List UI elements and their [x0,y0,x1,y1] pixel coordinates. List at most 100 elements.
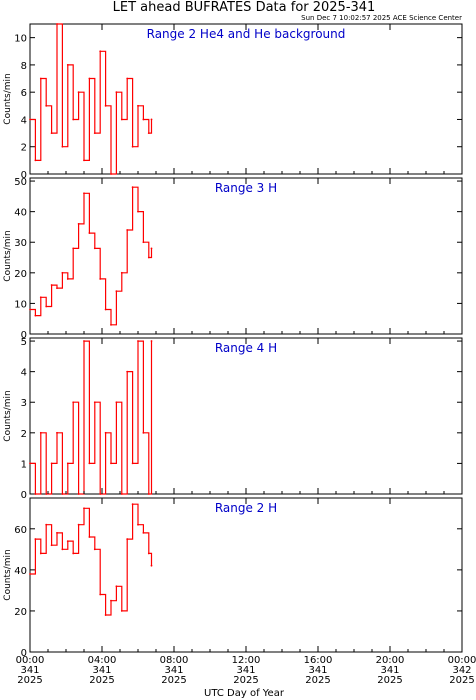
data-point [39,296,42,299]
data-point [72,247,75,250]
data-point [99,593,102,596]
data-point [50,284,53,286]
data-point [56,287,58,290]
data-point [61,493,64,495]
data-point [150,564,153,567]
y-tick-label: 4 [21,368,27,379]
y-tick-label: 30 [14,238,27,249]
x-tick-label: 341 [20,665,39,676]
data-point [88,232,91,234]
data-point [93,132,96,134]
x-tick-label: 342 [452,665,471,676]
x-tick-label: 16:00 [304,655,333,666]
data-point [34,493,37,495]
y-tick-label: 20 [14,607,27,618]
x-tick-label: 12:00 [232,655,261,666]
data-point [61,548,64,551]
panel-2: 0 10 20 30 40 50 Counts/min Range 3 H [3,177,463,341]
plot-frame [29,497,463,653]
data-point [34,314,37,317]
panel-3: 0 1 2 3 4 5 Counts/min Range 4 H [3,337,463,501]
data-point [104,431,107,434]
y-tick-label: 4 [21,115,27,126]
data-point [131,145,134,148]
data-point [93,401,96,404]
data-point [61,271,64,274]
y-tick-label: 10 [14,299,27,310]
data-point [66,64,69,66]
data-point [104,308,107,311]
x-tick-label: 2025 [89,675,114,686]
data-point [99,50,102,53]
data-point [61,145,64,148]
data-point [115,290,118,293]
x-tick-label: 00:00 [16,655,45,666]
data-point [110,599,112,602]
y-tick-label: 40 [14,208,27,219]
data-point [142,118,145,121]
panel-title: Range 2 He4 and He background [147,27,346,41]
data-point [29,308,31,311]
panel-4: 0 20 40 60 Counts/min Range 2 H [3,497,463,659]
y-tick-label: 1 [21,459,27,470]
data-point [110,462,112,465]
data-point [147,493,150,495]
data-point [147,552,150,555]
data-point [110,173,112,175]
data-point [39,552,42,555]
data-point [77,493,80,495]
data-point [150,340,153,342]
y-axis-label: Counts/min [3,390,13,441]
data-point [115,401,118,404]
series-line [30,340,153,495]
data-point [29,462,31,465]
data-point [88,77,91,80]
series-line [30,23,153,175]
data-point [56,23,58,25]
data-point [150,247,153,250]
x-tick-label: 2025 [17,675,42,686]
y-tick-label: 0 [21,330,27,341]
data-point [142,431,145,434]
data-point [131,186,134,189]
data-point [83,159,85,162]
x-tick-label: 00:00 [448,655,476,666]
y-tick-label: 0 [21,648,27,659]
data-point [72,552,75,555]
data-point [93,247,96,250]
data-point [45,523,48,526]
data-point [72,401,75,404]
data-point [120,118,123,121]
data-point [115,585,118,588]
x-tick-label: 20:00 [376,655,405,666]
data-point [83,340,85,342]
y-tick-label: 60 [14,525,27,536]
x-tick-label: 04:00 [88,655,117,666]
data-point [142,241,145,244]
x-tick-label: 341 [92,665,111,676]
data-point [77,222,80,225]
x-tick-label: 341 [308,665,327,676]
data-point [29,118,31,121]
chart-title: LET ahead BUFRATES Data for 2025-341 [113,0,376,15]
data-point [126,538,129,540]
data-point [110,323,112,326]
y-tick-label: 2 [21,143,27,154]
data-point [50,132,53,134]
x-tick-label: 341 [164,665,183,676]
data-point [137,104,139,107]
panel-title: Range 3 H [215,181,277,195]
x-axis-label: UTC Day of Year [204,688,285,699]
series-line [30,503,153,616]
y-tick-label: 3 [21,398,27,409]
data-point [126,370,129,373]
data-point [99,278,102,280]
data-point [104,104,107,107]
data-point [126,229,129,231]
data-point [142,532,145,534]
panel-title: Range 2 H [215,501,277,515]
data-point [120,610,123,612]
y-tick-label: 0 [21,490,27,501]
x-tick-label: 341 [236,665,255,676]
